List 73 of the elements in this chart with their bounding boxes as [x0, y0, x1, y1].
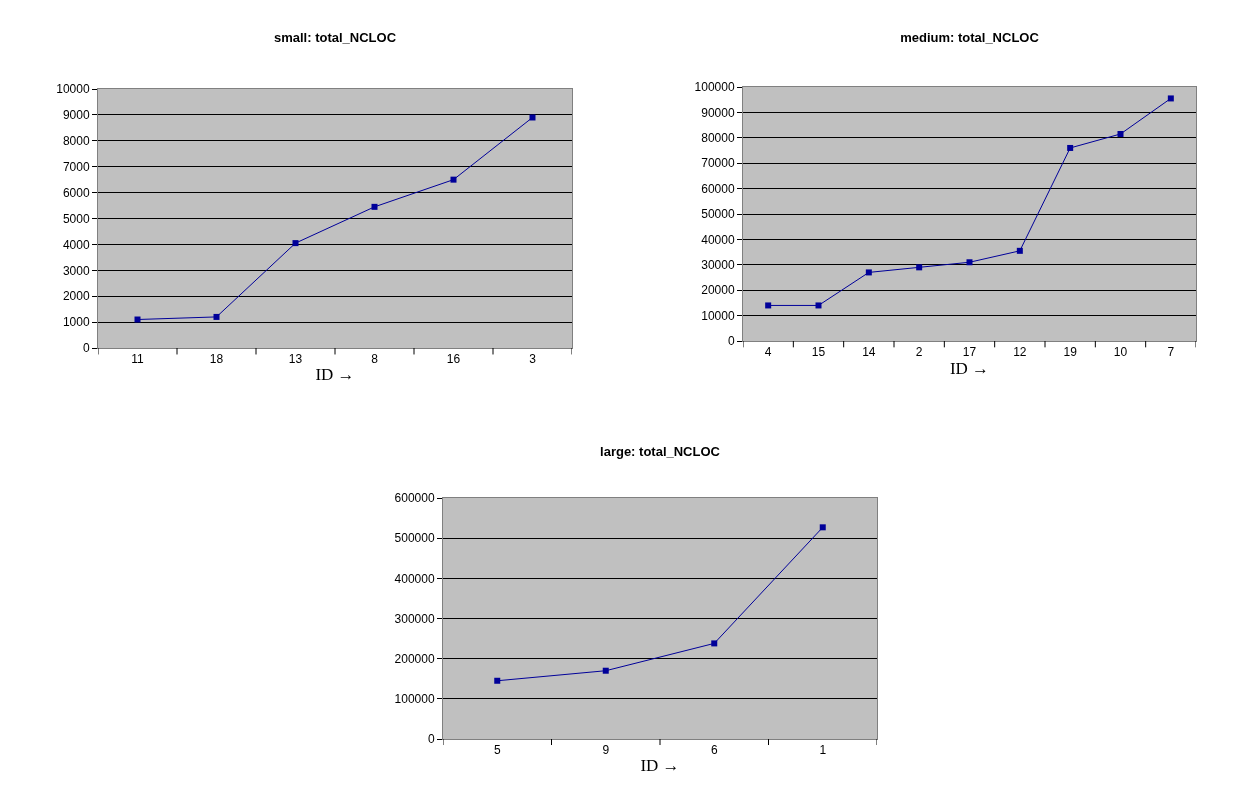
x-tick-label: 12	[1013, 345, 1027, 360]
x-axis-title: ID →	[949, 359, 990, 379]
point	[916, 264, 923, 271]
x-tick-label: 10	[1113, 345, 1128, 360]
y-tick-label: 40000	[701, 232, 735, 247]
y-tick-label: 3000	[62, 263, 90, 278]
y-tick-label: 0	[82, 341, 90, 356]
point	[1016, 247, 1023, 254]
x-tick-label: 14	[862, 345, 876, 360]
point	[213, 313, 220, 320]
point	[765, 302, 772, 309]
y-tick-label: 2000	[62, 289, 90, 304]
x-tick-label: 5	[493, 743, 501, 758]
chart-title: medium: total_NCLOC	[900, 29, 1040, 45]
y-tick-label: 10000	[56, 82, 90, 97]
x-axis-title: ID →	[315, 364, 355, 384]
y-tick-label: 4000	[62, 237, 90, 252]
chart-title: large: total_NCLOC	[600, 443, 721, 459]
y-tick-label: 90000	[701, 105, 735, 120]
x-tick-label: 19	[1063, 345, 1078, 360]
x-tick-label: 4	[764, 345, 772, 360]
y-tick-label: 20000	[701, 283, 735, 298]
point	[602, 667, 609, 674]
chart-title: small: total_NCLOC	[273, 29, 397, 45]
y-tick-label: 400000	[394, 571, 435, 586]
point	[1167, 95, 1174, 102]
y-tick-label: 80000	[701, 131, 735, 145]
point	[1117, 130, 1124, 137]
point	[450, 176, 457, 183]
point	[494, 677, 501, 684]
y-tick-label: 600000	[394, 491, 435, 506]
y-tick-label: 500000	[394, 531, 435, 546]
y-tick-label: 5000	[62, 211, 90, 226]
y-tick-label: 0	[427, 732, 435, 747]
x-tick-label: 3	[529, 352, 537, 367]
point	[865, 269, 872, 276]
x-tick-label: 16	[446, 352, 461, 367]
y-tick-label: 300000	[394, 611, 435, 626]
y-tick-label: 30000	[701, 258, 735, 272]
point	[711, 640, 718, 647]
x-tick-label: 15	[811, 345, 826, 360]
x-axis-title: ID →	[640, 755, 680, 775]
x-tick-label: 7	[1167, 345, 1175, 360]
y-tick-label: 100000	[394, 692, 435, 707]
y-tick-label: 7000	[62, 159, 90, 174]
point	[966, 259, 973, 266]
x-tick-label: 2	[915, 345, 923, 360]
y-tick-label: 8000	[62, 134, 90, 148]
x-tick-label: 13	[288, 352, 303, 367]
x-tick-label: 9	[602, 743, 610, 758]
x-tick-label: 8	[371, 352, 379, 367]
y-tick-label: 6000	[62, 185, 90, 200]
point	[134, 316, 141, 323]
y-tick-label: 100000	[694, 80, 735, 95]
x-tick-label: 18	[209, 352, 224, 367]
x-tick-label: 11	[131, 352, 145, 367]
y-tick-label: 50000	[701, 207, 735, 222]
x-tick-label: 6	[710, 743, 718, 758]
y-tick-label: 1000	[62, 315, 90, 330]
x-tick-label: 17	[962, 345, 977, 360]
y-tick-label: 10000	[701, 308, 735, 323]
y-tick-label: 200000	[394, 651, 435, 666]
y-tick-label: 70000	[701, 156, 735, 171]
point	[1067, 144, 1074, 151]
x-tick-label: 1	[819, 743, 827, 758]
y-tick-label: 60000	[701, 181, 735, 196]
point	[529, 114, 536, 121]
point	[371, 203, 378, 210]
y-tick-label: 9000	[62, 108, 90, 123]
point	[292, 240, 299, 247]
point	[815, 302, 822, 309]
point	[819, 524, 826, 531]
y-tick-label: 0	[727, 334, 735, 349]
